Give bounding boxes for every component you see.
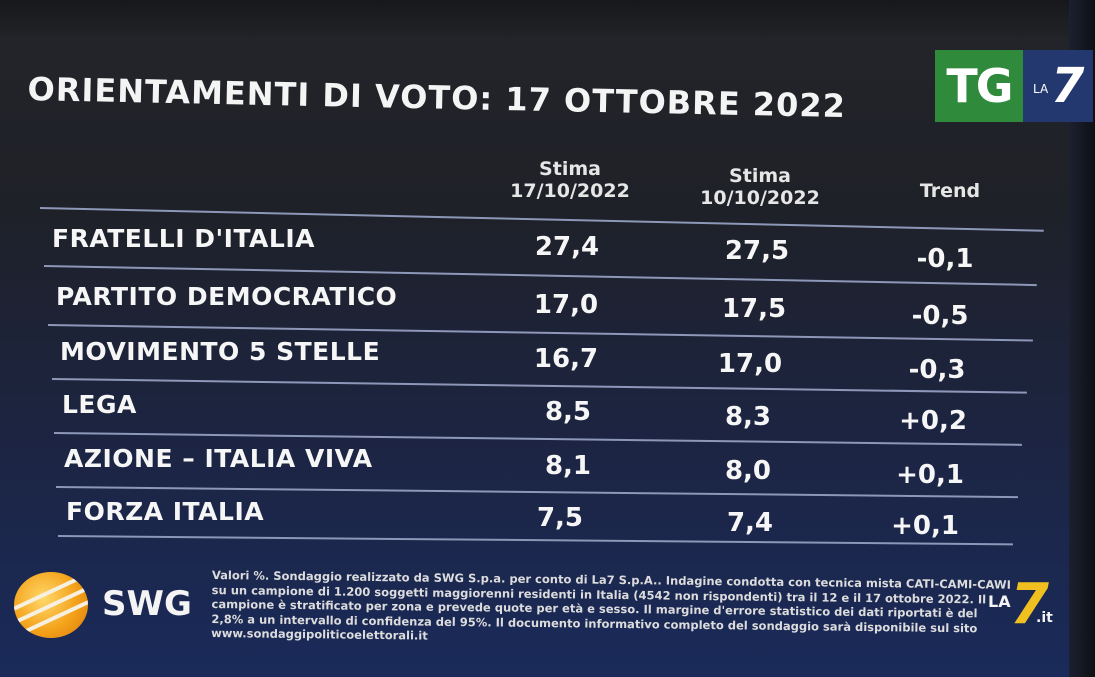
column-header-estimate-current: Stima 17/10/2022 (490, 158, 650, 202)
swg-logo-text: SWG (102, 584, 192, 624)
trend-value: +0,1 (896, 460, 964, 490)
estimate-previous-value: 8,0 (724, 456, 772, 486)
trend-value: +0,2 (899, 406, 967, 436)
estimate-previous-value: 27,5 (724, 236, 790, 266)
table-divider (51, 378, 1027, 394)
la7-bug-suffix: .it (1036, 610, 1053, 626)
la7-logo-la: LA (1033, 82, 1049, 96)
column-header-trend: Trend (919, 180, 981, 202)
top-bezel (0, 0, 1095, 36)
party-name: AZIONE – ITALIA VIVA (64, 444, 373, 473)
table-divider (57, 535, 1013, 546)
column-header-label: Stima (539, 158, 601, 180)
estimate-previous-value: 8,3 (724, 402, 772, 432)
estimate-previous-value: 7,4 (726, 508, 774, 538)
tg-la7-logo: TG LA 7 (935, 50, 1093, 122)
party-name: LEGA (62, 390, 137, 419)
party-name: FORZA ITALIA (66, 497, 265, 526)
trend-value: -0,3 (908, 355, 966, 385)
estimate-previous-value: 17,0 (717, 349, 783, 379)
swg-logo: SWG (10, 570, 205, 640)
trend-value: -0,5 (911, 301, 969, 331)
column-header-date: 10/10/2022 (700, 187, 820, 209)
swg-globe-icon (14, 572, 88, 638)
estimate-current-value: 16,7 (533, 344, 599, 374)
estimate-current-value: 8,1 (544, 451, 592, 481)
estimate-current-value: 7,5 (536, 503, 584, 533)
la7-logo-seven: 7 (1051, 58, 1085, 114)
column-header-estimate-previous: Stima 10/10/2022 (680, 165, 840, 209)
la7-bug-seven: 7 (1010, 572, 1049, 637)
column-header-date: 17/10/2022 (510, 180, 630, 202)
tg-logo-text: TG (935, 50, 1023, 122)
methodology-note: Valori %. Sondaggio realizzato da SWG S.… (211, 568, 1012, 643)
party-name: FRATELLI D'ITALIA (52, 224, 315, 253)
estimate-previous-value: 17,5 (721, 294, 787, 324)
party-name: PARTITO DEMOCRATICO (56, 282, 398, 311)
la7-logo-block: LA 7 (1023, 50, 1093, 122)
estimate-current-value: 8,5 (544, 397, 592, 427)
estimate-current-value: 27,4 (534, 232, 600, 262)
la7-channel-bug: LA 7 .it (988, 572, 1072, 637)
column-header-label: Stima (729, 165, 791, 187)
party-name: MOVIMENTO 5 STELLE (60, 337, 381, 366)
trend-value: -0,1 (916, 244, 974, 274)
la7-bug-la: LA (988, 592, 1011, 611)
page-title: ORIENTAMENTI DI VOTO: 17 OTTOBRE 2022 (27, 70, 847, 126)
trend-value: +0,1 (891, 511, 959, 541)
estimate-current-value: 17,0 (533, 290, 599, 320)
